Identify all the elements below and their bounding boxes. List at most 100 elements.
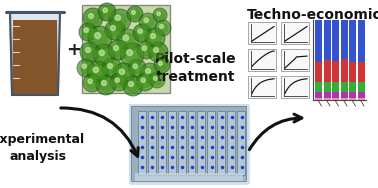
Circle shape: [93, 44, 115, 66]
Bar: [341, 82, 347, 92]
Circle shape: [83, 8, 103, 28]
Circle shape: [87, 12, 99, 24]
Circle shape: [108, 40, 128, 60]
Bar: [332, 98, 339, 100]
Circle shape: [157, 60, 167, 70]
Bar: [281, 22, 309, 44]
Circle shape: [127, 50, 133, 56]
Circle shape: [144, 18, 149, 22]
Circle shape: [106, 62, 118, 74]
Bar: [248, 76, 276, 98]
Bar: [315, 62, 322, 82]
Bar: [315, 20, 322, 62]
Circle shape: [136, 73, 154, 91]
Bar: [341, 98, 347, 100]
Bar: [358, 20, 364, 62]
Circle shape: [87, 61, 109, 83]
Circle shape: [146, 68, 150, 74]
Circle shape: [133, 24, 151, 42]
FancyArrowPatch shape: [61, 108, 138, 156]
Circle shape: [132, 10, 135, 14]
Bar: [237, 111, 245, 175]
Circle shape: [148, 42, 168, 62]
Circle shape: [143, 17, 153, 27]
Circle shape: [153, 8, 167, 22]
Circle shape: [98, 3, 116, 21]
Bar: [82, 5, 170, 93]
Bar: [341, 20, 347, 59]
Circle shape: [96, 75, 116, 95]
Bar: [217, 111, 225, 175]
Bar: [358, 92, 364, 98]
Circle shape: [88, 26, 112, 50]
Bar: [349, 82, 356, 92]
Bar: [168, 111, 176, 175]
Bar: [315, 98, 322, 100]
Circle shape: [113, 13, 127, 27]
Circle shape: [153, 48, 158, 52]
Circle shape: [81, 63, 91, 73]
Circle shape: [82, 64, 87, 68]
Circle shape: [158, 61, 163, 65]
Circle shape: [150, 33, 155, 39]
Bar: [332, 82, 339, 92]
Circle shape: [91, 65, 105, 79]
Circle shape: [141, 78, 146, 83]
Circle shape: [93, 67, 99, 73]
Text: Experimental
analysis: Experimental analysis: [0, 133, 85, 163]
Circle shape: [153, 76, 157, 80]
Bar: [148, 111, 156, 175]
Bar: [332, 61, 339, 82]
Bar: [324, 92, 330, 98]
Circle shape: [158, 23, 168, 33]
Bar: [324, 82, 330, 92]
Circle shape: [105, 20, 125, 40]
Bar: [248, 49, 276, 71]
Circle shape: [132, 63, 143, 73]
Bar: [332, 92, 339, 98]
Bar: [341, 92, 347, 98]
Circle shape: [139, 77, 150, 87]
Bar: [332, 20, 339, 61]
Circle shape: [87, 78, 98, 88]
Circle shape: [84, 46, 96, 58]
Circle shape: [102, 80, 107, 86]
Circle shape: [102, 58, 122, 78]
Circle shape: [136, 28, 147, 38]
Bar: [178, 111, 186, 175]
Circle shape: [157, 12, 160, 15]
Bar: [281, 76, 309, 98]
Text: +: +: [67, 41, 82, 59]
Bar: [349, 20, 356, 62]
Polygon shape: [10, 12, 60, 95]
Circle shape: [100, 79, 112, 91]
Circle shape: [109, 24, 121, 36]
Circle shape: [140, 63, 160, 83]
Bar: [324, 60, 330, 82]
Circle shape: [109, 9, 131, 31]
Bar: [208, 111, 215, 175]
Text: Techno-economics: Techno-economics: [246, 8, 378, 22]
Bar: [358, 82, 364, 92]
Circle shape: [113, 63, 135, 85]
Circle shape: [149, 72, 165, 88]
Bar: [315, 82, 322, 92]
Circle shape: [125, 48, 139, 62]
Circle shape: [133, 64, 138, 68]
Circle shape: [152, 75, 162, 85]
Bar: [130, 105, 248, 183]
Circle shape: [88, 79, 93, 83]
Circle shape: [94, 33, 101, 39]
Circle shape: [141, 45, 152, 55]
Circle shape: [115, 78, 119, 83]
Circle shape: [129, 82, 133, 86]
Bar: [227, 111, 235, 175]
Circle shape: [127, 80, 139, 92]
Circle shape: [85, 48, 90, 52]
Circle shape: [88, 14, 93, 18]
Circle shape: [83, 27, 93, 37]
Bar: [187, 111, 195, 175]
Circle shape: [156, 11, 164, 19]
Polygon shape: [12, 20, 58, 94]
Circle shape: [99, 50, 105, 55]
